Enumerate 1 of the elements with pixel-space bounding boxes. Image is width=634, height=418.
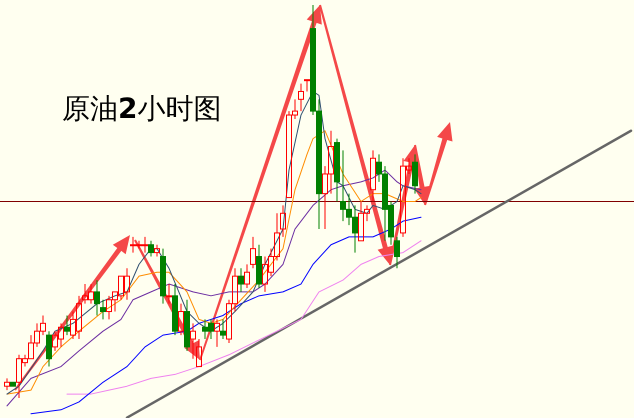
- title: 原油2小时图: [62, 92, 222, 125]
